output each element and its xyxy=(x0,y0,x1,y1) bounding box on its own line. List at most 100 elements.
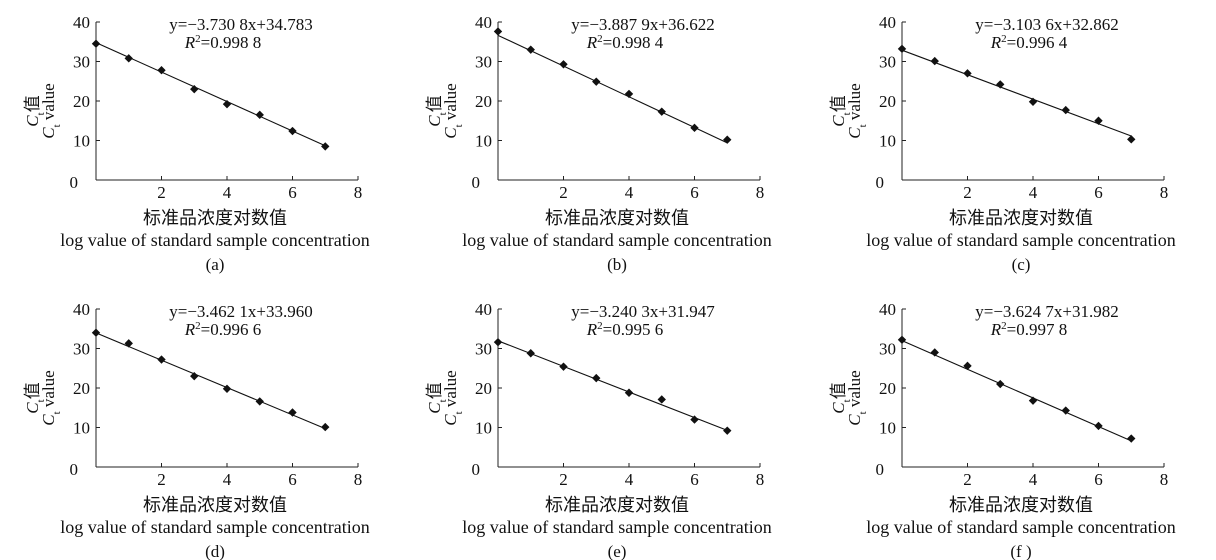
data-point xyxy=(1028,396,1038,405)
x-tick-label: 4 xyxy=(625,470,634,489)
x-tick-label: 6 xyxy=(288,470,297,489)
x-tick-label: 2 xyxy=(963,183,972,202)
origin-label: 0 xyxy=(876,173,885,192)
origin-label: 0 xyxy=(472,173,481,192)
data-point xyxy=(1127,135,1136,144)
x-axis-label-cn: 标准品浓度对数值 xyxy=(143,208,287,228)
x-tick-label: 4 xyxy=(223,183,232,202)
y-axis-label-en: Ct value xyxy=(845,83,869,138)
r-squared: R2=0.997 8 xyxy=(990,320,1067,339)
x-tick-label: 4 xyxy=(223,470,232,489)
data-point xyxy=(723,426,732,435)
x-tick-label: 4 xyxy=(1029,470,1038,489)
x-axis-label-en: log value of standard sample concentrati… xyxy=(462,230,771,250)
chart-panel-e: 10 20 30 40 0 2 4 6 8 y=−3.240 3x+31.947R2=0.995 … xyxy=(425,300,772,560)
x-axis-label-en: log value of standard sample concentrati… xyxy=(60,230,369,250)
x-tick-label: 8 xyxy=(756,470,765,489)
x-tick-label: 8 xyxy=(354,470,363,489)
data-point xyxy=(592,77,601,86)
data-point xyxy=(657,107,666,116)
x-axis-label-cn: 标准品浓度对数值 xyxy=(949,208,1093,228)
y-tick-label: 30 xyxy=(475,53,492,72)
y-tick-label: 10 xyxy=(879,419,896,438)
y-axis-label-en: Ct value xyxy=(39,370,63,425)
regression-line xyxy=(95,42,326,147)
y-tick-label: 10 xyxy=(879,132,896,151)
data-point xyxy=(559,362,568,371)
data-point xyxy=(1094,421,1103,431)
data-point xyxy=(190,84,199,94)
y-tick-label: 30 xyxy=(879,53,896,72)
data-point xyxy=(897,335,907,345)
y-tick-label: 30 xyxy=(73,53,90,72)
data-point xyxy=(1094,116,1103,125)
data-point xyxy=(624,388,634,397)
y-axis-label-cn: Ct值 xyxy=(829,382,853,413)
x-tick-label: 2 xyxy=(157,470,166,489)
x-tick-label: 6 xyxy=(1094,470,1103,489)
panel-label: (f ) xyxy=(1010,542,1031,560)
y-tick-label: 20 xyxy=(475,92,492,111)
fit-equation: y=−3.462 1x+33.960 xyxy=(169,302,313,321)
data-point xyxy=(526,349,535,358)
data-point xyxy=(288,126,297,136)
data-point xyxy=(526,45,535,54)
data-point xyxy=(157,355,166,364)
data-point xyxy=(222,384,232,393)
chart-panel-c: 10 20 30 40 0 2 4 6 8 y=−3.103 6x+32.862R2=0.996 … xyxy=(829,13,1176,274)
data-point xyxy=(321,142,330,151)
y-tick-label: 30 xyxy=(73,340,90,359)
x-tick-label: 6 xyxy=(288,183,297,202)
x-tick-label: 8 xyxy=(1160,183,1169,202)
data-point xyxy=(930,348,939,357)
data-point xyxy=(157,65,166,75)
x-tick-label: 6 xyxy=(690,183,699,202)
data-point xyxy=(493,337,503,347)
y-tick-label: 40 xyxy=(879,300,896,319)
data-point xyxy=(1061,406,1070,415)
chart-panel-f: 10 20 30 40 0 2 4 6 8 y=−3.624 7x+31.982R2=0.997 … xyxy=(829,300,1176,560)
y-tick-label: 40 xyxy=(73,300,90,319)
y-tick-label: 20 xyxy=(73,379,90,398)
data-point xyxy=(255,397,264,406)
x-axis-label-cn: 标准品浓度对数值 xyxy=(545,495,689,515)
panel-label: (c) xyxy=(1012,255,1031,274)
data-point xyxy=(963,361,972,371)
panel-label: (e) xyxy=(608,542,627,560)
chart-panel-a: 10 20 30 40 0 2 4 6 8 y=−3.730 8x+34.783R2=0.998 … xyxy=(23,13,370,274)
x-tick-label: 8 xyxy=(756,183,765,202)
data-point xyxy=(321,422,330,432)
y-tick-label: 30 xyxy=(879,340,896,359)
data-point xyxy=(1061,105,1070,115)
regression-line xyxy=(95,332,326,430)
data-point xyxy=(91,39,101,48)
fit-equation: y=−3.103 6x+32.862 xyxy=(975,15,1119,34)
y-tick-label: 40 xyxy=(475,13,492,32)
y-axis-label-en: Ct value xyxy=(39,83,63,138)
x-tick-label: 2 xyxy=(559,470,568,489)
data-point xyxy=(723,135,732,144)
data-point xyxy=(124,54,133,63)
r-squared: R2=0.998 4 xyxy=(586,33,664,52)
regression-line xyxy=(901,49,1132,137)
y-axis-label-cn: Ct值 xyxy=(425,95,449,126)
data-point xyxy=(559,60,568,69)
y-axis-label-en: Ct value xyxy=(441,83,465,138)
data-point xyxy=(690,415,699,424)
fit-equation: y=−3.240 3x+31.947 xyxy=(571,302,715,321)
x-axis-label-cn: 标准品浓度对数值 xyxy=(949,495,1093,515)
x-axis-label-en: log value of standard sample concentrati… xyxy=(462,517,771,537)
y-axis-label-cn: Ct值 xyxy=(829,95,853,126)
data-point xyxy=(996,80,1005,89)
y-tick-label: 40 xyxy=(879,13,896,32)
data-point xyxy=(897,44,907,54)
origin-label: 0 xyxy=(472,460,481,479)
data-point xyxy=(1127,434,1136,443)
chart-panel-d: 10 20 30 40 0 2 4 6 8 y=−3.462 1x+33.960R2=0.996 … xyxy=(23,300,370,560)
r-squared: R2=0.998 8 xyxy=(184,33,261,52)
fit-equation: y=−3.624 7x+31.982 xyxy=(975,302,1119,321)
r-squared: R2=0.996 4 xyxy=(990,33,1068,52)
x-tick-label: 6 xyxy=(690,470,699,489)
r-squared: R2=0.996 6 xyxy=(184,320,261,339)
